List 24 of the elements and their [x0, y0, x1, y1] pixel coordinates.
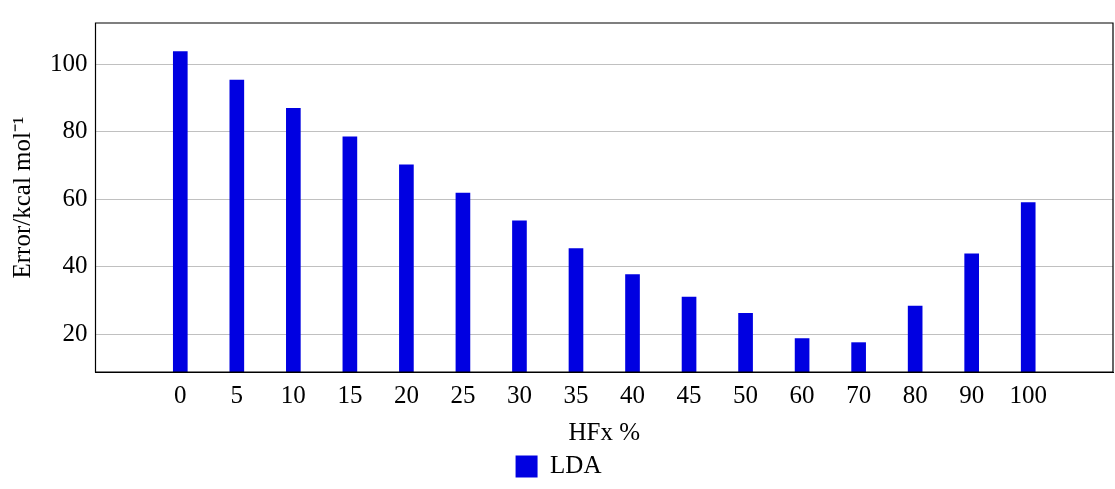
x-tick-label: 35 — [563, 380, 589, 408]
x-axis-title: HFx % — [568, 417, 641, 445]
y-tick-label: 20 — [62, 318, 88, 346]
x-tick-label: 30 — [506, 380, 532, 408]
x-tick-label: 10 — [280, 380, 306, 408]
x-tick-label: 50 — [733, 380, 759, 408]
x-tick-label: 0 — [174, 380, 187, 408]
x-tick-label: 5 — [230, 380, 244, 408]
x-tick-label: 100 — [1009, 380, 1047, 408]
x-tick-label: 45 — [676, 380, 702, 408]
x-tick-label: 40 — [620, 380, 646, 408]
y-tick-label: 40 — [62, 251, 88, 279]
y-axis-title: Error/kcal mol⁻¹ — [7, 116, 35, 279]
y-tick-label: 60 — [62, 183, 88, 211]
x-tick-label: 60 — [789, 380, 815, 408]
x-tick-label: 15 — [337, 380, 363, 408]
x-tick-label: 80 — [902, 380, 928, 408]
y-tick-label: 100 — [50, 48, 88, 76]
x-tick-label: 20 — [393, 380, 419, 408]
x-tick-label: 25 — [450, 380, 476, 408]
legend-label: LDA — [550, 451, 602, 479]
y-tick-label: 80 — [62, 116, 88, 144]
x-tick-label: 90 — [959, 380, 985, 408]
x-tick-label: 70 — [846, 380, 872, 408]
